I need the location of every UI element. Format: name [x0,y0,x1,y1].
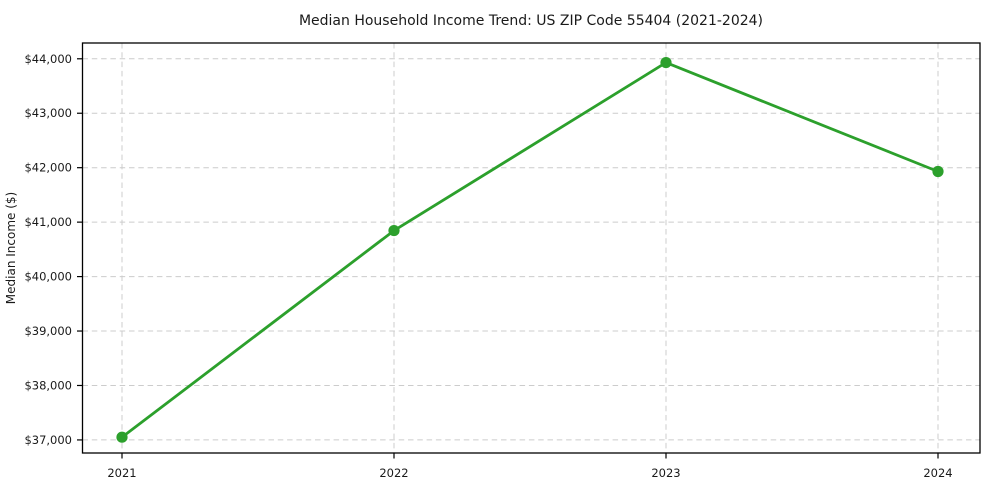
chart-title: Median Household Income Trend: US ZIP Co… [299,13,763,29]
axis-layer: 2021 2022 2023 2024 $37,000 $38,000 $39,000 $40… [24,42,981,480]
series-layer [116,57,944,443]
y-tick-label-43000: $43,000 [24,106,72,120]
y-tick-label-44000: $44,000 [24,52,72,66]
y-tick-label-39000: $39,000 [24,324,72,338]
y-tick-label-37000: $37,000 [24,433,72,447]
y-tick-label-41000: $41,000 [24,215,72,229]
plot-frame [81,42,981,454]
x-tick-label-2022: 2022 [379,466,408,480]
x-tick-label-2021: 2021 [107,466,136,480]
y-tick-label-40000: $40,000 [24,270,72,284]
income-trend-line [120,61,940,439]
y-tick-label-38000: $38,000 [24,378,72,392]
data-point-2021 [116,431,128,443]
data-point-2023 [660,57,672,69]
y-axis-label: Median Income ($) [4,192,18,304]
y-tick-label-42000: $42,000 [24,161,72,175]
grid-layer [82,43,980,453]
data-point-2024 [932,165,944,178]
x-tick-label-2023: 2023 [651,466,680,480]
data-point-2022 [388,224,400,237]
x-tick-label-2024: 2024 [923,466,952,480]
